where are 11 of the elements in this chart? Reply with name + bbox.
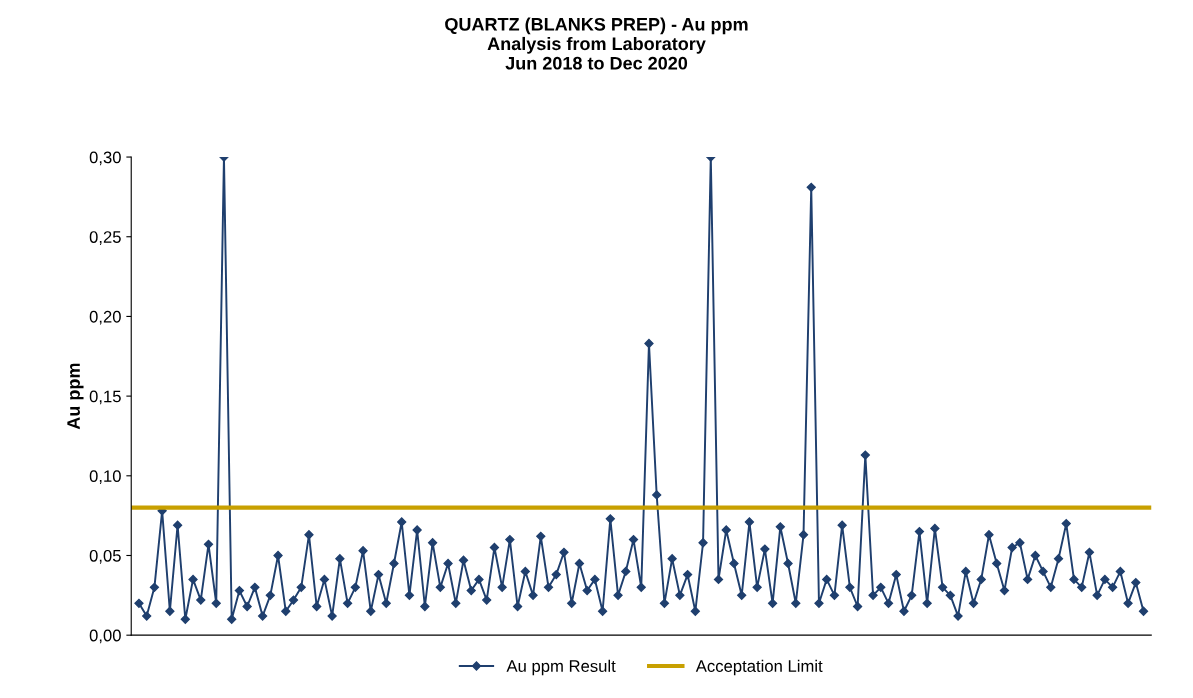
y-tick-label: 0,20 bbox=[89, 310, 121, 325]
y-tick-label: 0,00 bbox=[89, 629, 121, 644]
y-tick-label: 0,15 bbox=[89, 390, 121, 405]
chart-title: QUARTZ (BLANKS PREP) - Au ppm Analysis from Laboratory Jun 2018 to Dec 2020 bbox=[445, 17, 748, 70]
y-tick-label: 0,05 bbox=[89, 549, 121, 564]
y-axis-title: Au ppm bbox=[67, 363, 84, 430]
y-tick-label: 0,10 bbox=[89, 470, 121, 484]
y-tick-label: 0,30 bbox=[89, 151, 121, 166]
y-tick-label: 0,25 bbox=[89, 231, 121, 245]
legend-label: Acceptation Limit bbox=[695, 659, 823, 676]
legend-label: Au ppm Result bbox=[506, 659, 616, 676]
